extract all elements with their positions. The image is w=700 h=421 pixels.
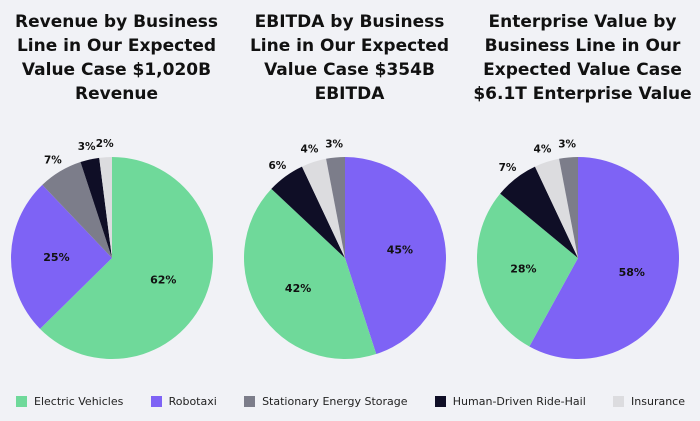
legend-label-human-driven-ride-hail: Human-Driven Ride-Hail bbox=[452, 394, 586, 408]
legend-swatch-stationary-energy-storage bbox=[244, 395, 256, 407]
pie-label-electric-vehicles: 28% bbox=[510, 262, 536, 275]
pie-label-robotaxi: 25% bbox=[43, 251, 69, 264]
pie-slice-human-driven-ride-hail bbox=[500, 166, 578, 258]
legend-label-insurance: Insurance bbox=[631, 394, 685, 408]
ev-title-line-4: $6.1T Enterprise Value bbox=[473, 84, 692, 104]
ebitda-title-line-2: Line in Our Expected bbox=[249, 36, 450, 56]
pie-label-insurance: 4% bbox=[534, 144, 552, 156]
legend-label-robotaxi: Robotaxi bbox=[168, 394, 217, 408]
ebitda-title-line-3: Value Case $354B bbox=[264, 60, 435, 80]
revenue-title-line-3: Value Case $1,020B bbox=[21, 60, 212, 80]
legend-item-human-driven-ride-hail: Human-Driven Ride-Hail bbox=[434, 394, 586, 408]
pie-label-robotaxi: 45% bbox=[387, 243, 413, 256]
pie-slice-electric-vehicles bbox=[40, 157, 213, 359]
pie-slice-human-driven-ride-hail bbox=[271, 166, 345, 258]
pie-label-human-driven-ride-hail: 7% bbox=[499, 162, 517, 174]
pie-label-electric-vehicles: 62% bbox=[150, 273, 176, 286]
pie-label-stationary-energy-storage: 3% bbox=[325, 139, 343, 151]
revenue-title-line-2: Line in Our Expected bbox=[16, 36, 217, 56]
ebitda-title-line-1: EBITDA by Business bbox=[254, 12, 445, 32]
revenue-pie-panel: Revenue by Business Line in Our Expected… bbox=[0, 0, 233, 380]
legend-item-insurance: Insurance bbox=[613, 395, 685, 408]
legend-swatch-insurance bbox=[613, 395, 625, 407]
pie-slice-stationary-energy-storage bbox=[559, 157, 578, 258]
ev-title-line-3: Expected Value Case bbox=[483, 60, 682, 80]
ev-title-line-2: Business Line in Our bbox=[484, 36, 681, 56]
legend-item-stationary-energy-storage: Stationary Energy Storage bbox=[244, 394, 408, 408]
pie-label-human-driven-ride-hail: 3% bbox=[78, 141, 96, 153]
pie-label-stationary-energy-storage: 7% bbox=[44, 154, 62, 166]
pie-slice-human-driven-ride-hail bbox=[80, 157, 112, 258]
pie-slice-insurance bbox=[99, 157, 112, 258]
ebitda-pie-chart: 45% 42% 6% 4% 3% bbox=[244, 139, 446, 359]
pie-slice-robotaxi bbox=[529, 157, 679, 360]
pie-slice-insurance bbox=[301, 158, 345, 258]
ebitda-title-line-4: EBITDA bbox=[314, 84, 385, 104]
pie-label-robotaxi: 58% bbox=[619, 266, 645, 279]
pie-slice-electric-vehicles bbox=[244, 188, 377, 359]
pie-slice-robotaxi bbox=[10, 184, 113, 329]
pie-label-stationary-energy-storage: 3% bbox=[558, 139, 576, 151]
ebitda-chart-title: EBITDA by Business Line in Our Expected … bbox=[233, 10, 466, 106]
legend-swatch-electric-vehicles bbox=[16, 395, 27, 407]
legend-label-stationary-energy-storage: Stationary Energy Storage bbox=[262, 394, 408, 408]
pie-slice-insurance bbox=[534, 158, 578, 258]
pie-slice-stationary-energy-storage bbox=[326, 157, 345, 258]
revenue-pie-chart: 62% 25% 7% 3% 2% bbox=[10, 138, 213, 359]
legend-swatch-human-driven-ride-hail bbox=[434, 395, 446, 407]
ev-title-line-1: Enterprise Value by bbox=[488, 12, 677, 32]
enterprise-value-pie-chart: 58% 28% 7% 4% 3% bbox=[476, 139, 679, 360]
pie-label-electric-vehicles: 42% bbox=[285, 282, 311, 295]
enterprise-value-pie-panel: Enterprise Value by Business Line in Our… bbox=[466, 0, 699, 380]
revenue-title-line-4: Revenue bbox=[75, 84, 158, 104]
pie-slice-robotaxi bbox=[345, 157, 446, 355]
pie-slice-electric-vehicles bbox=[476, 193, 578, 347]
enterprise-value-chart-title: Enterprise Value by Business Line in Our… bbox=[466, 10, 699, 106]
pie-label-human-driven-ride-hail: 6% bbox=[268, 160, 286, 172]
legend-item-robotaxi: Robotaxi bbox=[150, 394, 217, 408]
pie-label-insurance: 2% bbox=[96, 138, 114, 150]
legend-item-electric-vehicles: Electric Vehicles bbox=[16, 395, 123, 408]
ebitda-pie-panel: EBITDA by Business Line in Our Expected … bbox=[233, 0, 466, 380]
revenue-title-line-1: Revenue by Business bbox=[15, 12, 218, 32]
chart-legend: Electric Vehicles Robotaxi Stationary En… bbox=[0, 392, 700, 410]
revenue-chart-title: Revenue by Business Line in Our Expected… bbox=[0, 10, 233, 106]
legend-label-electric-vehicles: Electric Vehicles bbox=[34, 394, 124, 408]
pie-label-insurance: 4% bbox=[301, 144, 319, 156]
pie-slice-stationary-energy-storage bbox=[42, 162, 113, 258]
legend-swatch-robotaxi bbox=[150, 395, 162, 407]
